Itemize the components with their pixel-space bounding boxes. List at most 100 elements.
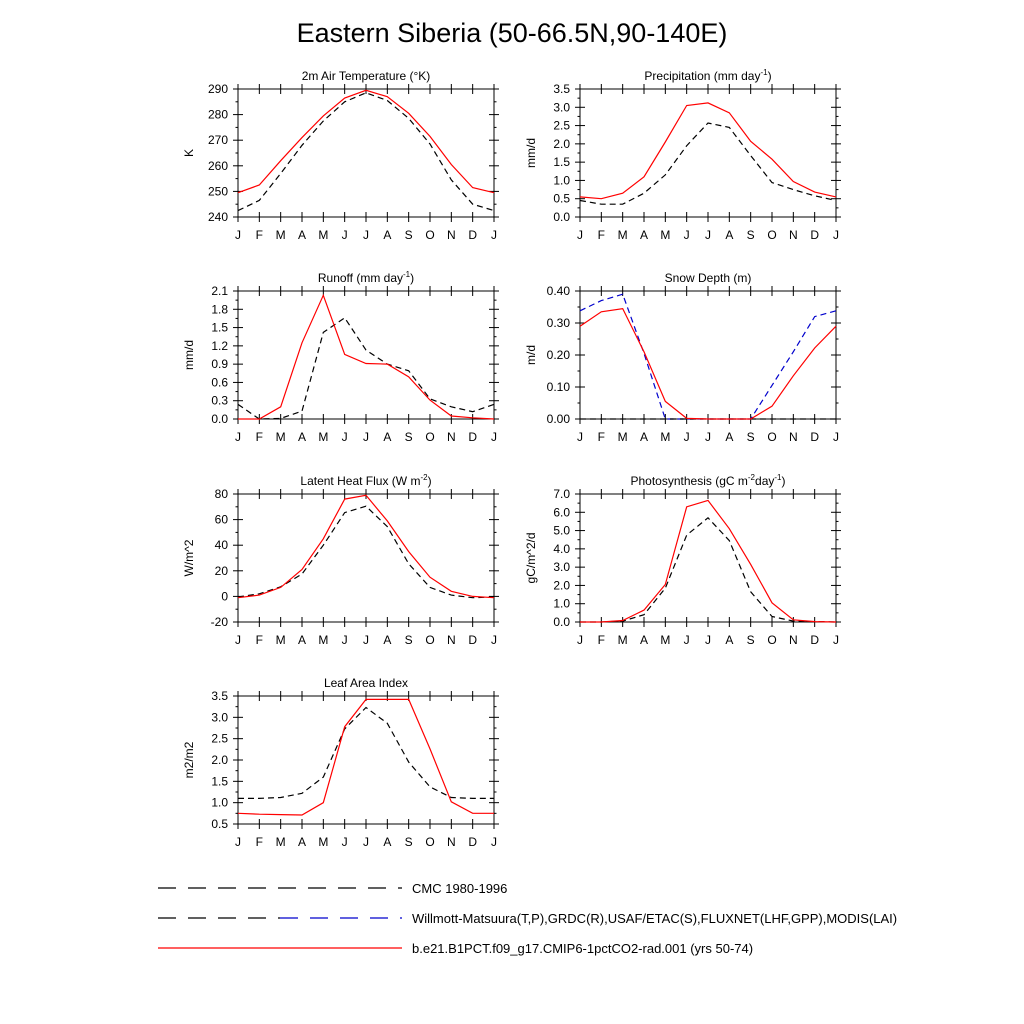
plot-frame bbox=[579, 88, 837, 218]
y-tick-label: 3.0 bbox=[211, 710, 228, 724]
series-line-solid bbox=[237, 89, 495, 194]
y-tick-label: 0.10 bbox=[547, 380, 571, 394]
y-tick-label: 0.0 bbox=[553, 615, 570, 629]
y-tick-label: 1.0 bbox=[553, 597, 570, 611]
x-tick-label: D bbox=[468, 835, 477, 849]
y-tick-label: 20 bbox=[215, 564, 229, 578]
legend-label: CMC 1980-1996 bbox=[412, 881, 507, 896]
x-tick-label: J bbox=[705, 430, 711, 444]
x-tick-label: S bbox=[747, 430, 755, 444]
y-tick-label: 2.5 bbox=[553, 119, 570, 133]
y-tick-label: 240 bbox=[208, 210, 228, 224]
y-axis-label: gC/m^2/d bbox=[524, 533, 538, 584]
x-tick-label: M bbox=[660, 228, 670, 242]
x-tick-label: A bbox=[725, 430, 733, 444]
chart-panel-7: Leaf Area Index m2/m2 0.5 1.0 1.5 2.0 2.5 3.0 3.… bbox=[182, 676, 499, 849]
y-tick-label: 40 bbox=[215, 538, 229, 552]
y-axis-label: K bbox=[182, 149, 196, 157]
x-tick-label: J bbox=[705, 228, 711, 242]
y-tick-label: 0.5 bbox=[553, 192, 570, 206]
x-tick-label: O bbox=[425, 633, 434, 647]
x-tick-label: J bbox=[235, 633, 241, 647]
chart-title: Runoff (mm day-1​) bbox=[318, 270, 414, 285]
y-tick-label: 2.5 bbox=[211, 732, 228, 746]
x-tick-label: N bbox=[447, 835, 456, 849]
y-tick-label: 0.3 bbox=[211, 394, 228, 408]
y-tick-label: 0.30 bbox=[547, 316, 571, 330]
legend-label: b.e21.B1PCT.f09_g17.CMIP6-1pctCO2-rad.00… bbox=[412, 941, 753, 956]
x-tick-label: M bbox=[318, 430, 328, 444]
y-tick-label: 0 bbox=[221, 589, 228, 603]
x-tick-label: M bbox=[660, 430, 670, 444]
y-tick-label: 3.0 bbox=[553, 100, 570, 114]
x-tick-label: N bbox=[447, 633, 456, 647]
x-tick-label: M bbox=[276, 228, 286, 242]
x-tick-label: D bbox=[810, 228, 819, 242]
x-tick-label: J bbox=[235, 228, 241, 242]
x-tick-label: J bbox=[491, 835, 497, 849]
x-tick-label: J bbox=[342, 835, 348, 849]
x-tick-label: S bbox=[405, 835, 413, 849]
y-tick-label: 250 bbox=[208, 184, 228, 198]
x-tick-label: J bbox=[235, 835, 241, 849]
x-tick-label: F bbox=[256, 228, 263, 242]
x-tick-label: N bbox=[789, 228, 798, 242]
x-tick-label: N bbox=[789, 430, 798, 444]
y-tick-label: 1.5 bbox=[553, 155, 570, 169]
x-tick-label: M bbox=[276, 430, 286, 444]
x-tick-label: O bbox=[425, 430, 434, 444]
x-tick-label: J bbox=[684, 633, 690, 647]
x-tick-label: A bbox=[298, 633, 306, 647]
y-tick-label: 270 bbox=[208, 133, 228, 147]
x-tick-label: A bbox=[383, 430, 391, 444]
x-tick-label: J bbox=[491, 633, 497, 647]
y-tick-label: 2.0 bbox=[211, 753, 228, 767]
x-tick-label: D bbox=[468, 228, 477, 242]
y-tick-label: 1.8 bbox=[211, 302, 228, 316]
y-tick-label: 0.00 bbox=[547, 412, 571, 426]
chart-title: 2m Air Temperature (°K) bbox=[302, 69, 431, 83]
x-tick-label: J bbox=[363, 430, 369, 444]
chart-panel-5: Latent Heat Flux (W m-2​) W/m^2 -20 0 20 40 60… bbox=[182, 473, 499, 647]
x-tick-label: O bbox=[767, 633, 776, 647]
y-tick-label: 2.1 bbox=[211, 284, 228, 298]
series-line-dashed bbox=[237, 92, 495, 212]
x-tick-label: J bbox=[363, 633, 369, 647]
x-tick-label: J bbox=[342, 633, 348, 647]
x-tick-label: M bbox=[318, 835, 328, 849]
x-tick-label: D bbox=[810, 430, 819, 444]
chart-panel-6: Photosynthesis (gC m-2​day-1​) gC/m^2/d 0.… bbox=[524, 473, 841, 647]
figure-title: Eastern Siberia (50-66.5N,90-140E) bbox=[296, 18, 728, 48]
y-tick-label: 2.0 bbox=[553, 578, 570, 592]
y-tick-label: 1.0 bbox=[211, 796, 228, 810]
x-tick-label: A bbox=[383, 228, 391, 242]
y-tick-label: 0.40 bbox=[547, 284, 571, 298]
chart-panel-3: Runoff (mm day-1​) mm/d 0.0 0.3 0.6 0.9 1.2 1.5… bbox=[182, 270, 499, 444]
x-tick-label: J bbox=[235, 430, 241, 444]
y-tick-label: -20 bbox=[211, 615, 229, 629]
x-tick-label: A bbox=[725, 633, 733, 647]
x-tick-label: F bbox=[256, 430, 263, 444]
y-tick-label: 0.5 bbox=[211, 817, 228, 831]
y-tick-label: 0.0 bbox=[553, 210, 570, 224]
x-tick-label: F bbox=[256, 633, 263, 647]
y-tick-label: 6.0 bbox=[553, 505, 570, 519]
series-line-solid bbox=[579, 307, 837, 420]
legend: CMC 1980-1996 Willmott-Matsuura(T,P),GRDC… bbox=[158, 881, 897, 956]
x-tick-label: S bbox=[405, 430, 413, 444]
x-tick-label: A bbox=[640, 430, 648, 444]
series-line-solid bbox=[238, 293, 495, 420]
x-tick-label: J bbox=[363, 228, 369, 242]
legend-label: Willmott-Matsuura(T,P),GRDC(R),USAF/ETAC… bbox=[412, 911, 897, 926]
x-tick-label: J bbox=[491, 228, 497, 242]
x-tick-label: M bbox=[618, 430, 628, 444]
x-tick-label: O bbox=[767, 228, 776, 242]
x-tick-label: J bbox=[342, 228, 348, 242]
chart-title: Photosynthesis (gC m-2​day-1​) bbox=[631, 473, 786, 488]
y-tick-label: 260 bbox=[208, 159, 228, 173]
x-tick-label: N bbox=[447, 430, 456, 444]
x-tick-label: J bbox=[577, 633, 583, 647]
y-tick-label: 1.2 bbox=[211, 339, 228, 353]
y-tick-label: 60 bbox=[215, 513, 229, 527]
